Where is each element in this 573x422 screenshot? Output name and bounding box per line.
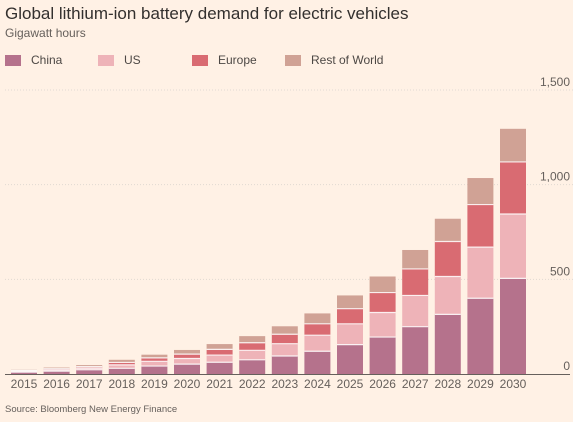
legend-label-china: China xyxy=(31,53,63,67)
x-tick-label: 2018 xyxy=(108,377,135,391)
bar-segment-china xyxy=(500,278,526,374)
bar-segment-china xyxy=(11,372,37,374)
x-tick-label: 2017 xyxy=(76,377,103,391)
bar-segment-us xyxy=(337,323,363,345)
bar-segment-europe xyxy=(174,354,200,359)
bar-segment-us xyxy=(434,276,461,315)
y-tick-label: 1,000 xyxy=(540,170,570,184)
bar-segment-china xyxy=(141,366,168,374)
bar-segment-rest-of-world xyxy=(174,349,200,355)
bar-segment-europe xyxy=(271,334,298,344)
bar-segment-us xyxy=(304,335,331,352)
x-tick-label: 2021 xyxy=(206,377,233,391)
bar-segment-china xyxy=(108,368,135,374)
x-tick-label: 2016 xyxy=(43,377,70,391)
x-tick-label: 2022 xyxy=(239,377,266,391)
chart-source: Source: Bloomberg New Energy Finance xyxy=(5,404,178,415)
x-tick-label: 2019 xyxy=(141,377,168,391)
bar-segment-rest-of-world xyxy=(467,178,494,205)
x-tick-label: 2023 xyxy=(271,377,298,391)
legend-swatch-us xyxy=(98,54,114,66)
chart-subtitle: Gigawatt hours xyxy=(5,26,86,40)
x-tick-label: 2015 xyxy=(11,377,38,391)
bar-segment-us xyxy=(402,295,429,327)
bar-segment-china xyxy=(43,371,70,374)
legend-item-europe: Europe xyxy=(192,52,257,68)
legend-swatch-europe xyxy=(192,54,208,66)
legend-label-us: US xyxy=(124,53,141,67)
legend-swatch-china xyxy=(5,54,21,66)
bar-segment-us xyxy=(500,214,526,279)
bar-segment-us xyxy=(467,247,494,299)
bar-segment-europe xyxy=(402,268,429,296)
bar-segment-rest-of-world xyxy=(206,344,233,350)
bar-segment-europe xyxy=(108,362,135,365)
chart-title: Global lithium-ion battery demand for el… xyxy=(5,4,409,23)
bar-segment-china xyxy=(174,364,200,374)
legend-label-europe: Europe xyxy=(218,53,257,67)
bar-segment-europe xyxy=(141,357,168,362)
bar-segment-us xyxy=(108,364,135,369)
bar-segment-us xyxy=(76,368,103,370)
y-tick-label: 500 xyxy=(550,264,570,278)
bar-segment-europe xyxy=(239,342,266,351)
legend-item-rest-of-world: Rest of World xyxy=(285,52,383,68)
bar-segment-rest-of-world xyxy=(337,295,363,309)
y-tick-label: 0 xyxy=(563,359,570,373)
legend-item-china: China xyxy=(5,52,62,68)
bar-segment-china xyxy=(402,326,429,374)
bar-segment-rest-of-world xyxy=(304,313,331,324)
bar-segment-rest-of-world xyxy=(402,249,429,269)
legend-item-us: US xyxy=(98,52,141,68)
x-tick-label: 2020 xyxy=(174,377,201,391)
bar-segment-china xyxy=(271,356,298,374)
bar-segment-europe xyxy=(369,292,396,313)
bar-segment-china xyxy=(467,298,494,374)
bar-segment-us xyxy=(271,343,298,357)
bar-segment-rest-of-world xyxy=(239,336,266,343)
x-tick-label: 2024 xyxy=(304,377,331,391)
x-tick-label: 2027 xyxy=(402,377,429,391)
x-tick-label: 2030 xyxy=(500,377,527,391)
bar-segment-china xyxy=(76,369,103,374)
bar-segment-rest-of-world xyxy=(76,365,103,367)
bar-segment-europe xyxy=(500,161,526,215)
x-tick-label: 2025 xyxy=(337,377,364,391)
bar-segment-us xyxy=(206,355,233,363)
bar-segment-europe xyxy=(304,323,331,336)
bar-segment-china xyxy=(304,351,331,374)
bar-segment-china xyxy=(434,314,461,374)
bar-segment-rest-of-world xyxy=(141,354,168,358)
legend-label-rest-of-world: Rest of World xyxy=(311,53,384,67)
bar-segment-rest-of-world xyxy=(500,128,526,162)
bar-segment-us xyxy=(174,358,200,365)
bar-segment-china xyxy=(239,359,266,374)
bar-segment-us xyxy=(43,369,70,372)
bar-segment-rest-of-world xyxy=(108,359,135,363)
bar-segment-europe xyxy=(206,349,233,356)
bar-segment-china xyxy=(337,344,363,374)
x-tick-label: 2029 xyxy=(467,377,494,391)
bar-segment-us xyxy=(369,312,396,338)
bar-segment-europe xyxy=(76,366,103,369)
bar-segment-china xyxy=(206,362,233,374)
bar-segment-us xyxy=(141,361,168,367)
bar-segment-europe xyxy=(337,308,363,324)
bar-segment-rest-of-world xyxy=(434,218,461,242)
bar-segment-europe xyxy=(434,241,461,277)
bar-segment-rest-of-world xyxy=(271,326,298,335)
chart-legend: China US Europe Rest of World xyxy=(5,52,565,68)
bar-segment-us xyxy=(239,350,266,360)
x-tick-label: 2028 xyxy=(434,377,461,391)
bar-segment-europe xyxy=(467,204,494,248)
bar-segment-rest-of-world xyxy=(369,276,396,293)
legend-swatch-rest-of-world xyxy=(285,54,301,66)
y-tick-label: 1,500 xyxy=(540,75,570,89)
x-tick-label: 2026 xyxy=(369,377,396,391)
bar-segment-china xyxy=(369,337,396,374)
